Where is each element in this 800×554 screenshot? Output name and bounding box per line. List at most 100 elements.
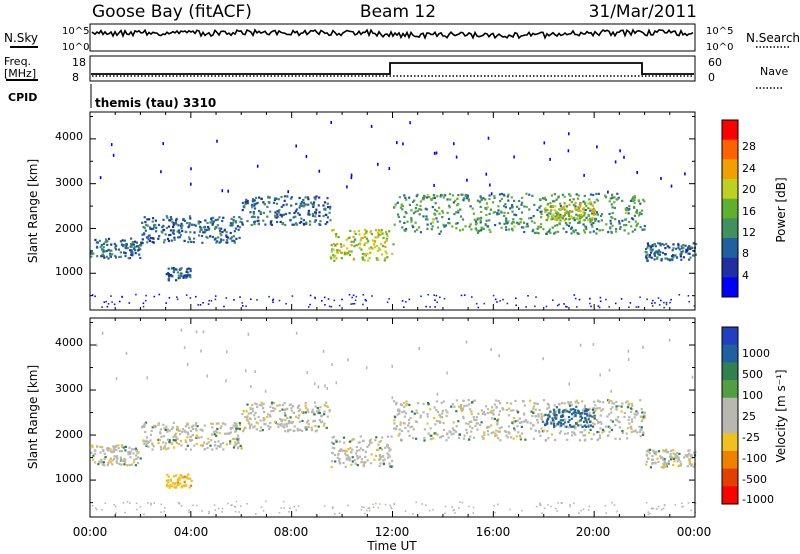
heatmap-cell [620, 405, 623, 408]
heatmap-cell [480, 198, 483, 201]
heatmap-cell [143, 442, 146, 446]
heatmap-cell [353, 230, 356, 233]
heatmap-cell [350, 250, 353, 253]
heatmap-cell [647, 457, 650, 460]
heatmap-cell [397, 434, 400, 437]
heatmap-cell [360, 461, 363, 464]
heatmap-cell [647, 244, 650, 247]
heatmap-cell [311, 203, 314, 206]
heatmap-cell [587, 202, 590, 205]
heatmap-cell [563, 402, 566, 405]
power-cbar-tick-8: 8 [742, 247, 749, 260]
heatmap-cell [418, 208, 421, 211]
heatmap-cell [488, 212, 491, 215]
heatmap-cell [245, 305, 247, 308]
heatmap-cell [307, 410, 310, 413]
heatmap-cell [436, 433, 439, 436]
heatmap-cell [229, 440, 232, 443]
heatmap-cell [439, 230, 443, 233]
heatmap-cell [355, 449, 359, 452]
heatmap-cell [662, 243, 666, 247]
heatmap-cell [630, 402, 634, 406]
heatmap-cell [444, 512, 446, 515]
heatmap-cell [292, 405, 295, 408]
heatmap-cell [197, 222, 200, 225]
heatmap-cell [419, 416, 422, 419]
heatmap-cell [235, 500, 238, 503]
heatmap-cell [680, 251, 683, 254]
heatmap-cell [113, 303, 116, 306]
heatmap-cell [511, 204, 514, 207]
heatmap-cell [380, 456, 383, 459]
heatmap-cell [654, 461, 657, 464]
heatmap-cell [214, 219, 217, 222]
heatmap-cell [321, 300, 323, 302]
heatmap-cell [314, 211, 317, 214]
heatmap-cell [299, 428, 302, 431]
heatmap-cell [575, 405, 578, 408]
heatmap-cell [403, 405, 406, 408]
heatmap-cell [653, 254, 656, 257]
heatmap-cell [409, 121, 411, 125]
heatmap-cell [176, 481, 179, 484]
heatmap-cell [162, 423, 165, 426]
heatmap-cell [176, 296, 178, 298]
heatmap-cell [314, 219, 317, 222]
heatmap-cell [180, 505, 183, 507]
heatmap-cell [91, 446, 94, 449]
heatmap-cell [546, 213, 549, 217]
heatmap-cell [414, 210, 417, 213]
heatmap-cell [189, 217, 192, 220]
heatmap-cell [670, 455, 673, 458]
heatmap-cell [334, 439, 338, 442]
heatmap-cell [197, 220, 200, 223]
heatmap-cell [519, 438, 522, 441]
heatmap-cell [197, 436, 200, 439]
heatmap-cell [457, 211, 460, 214]
heatmap-cell [592, 230, 595, 233]
heatmap-cell [524, 438, 527, 441]
heatmap-cell [274, 211, 277, 214]
heatmap-cell [568, 222, 571, 225]
heatmap-cell [611, 216, 614, 219]
heatmap-cell [485, 213, 488, 217]
heatmap-cell [148, 218, 151, 221]
heatmap-cell [532, 228, 535, 231]
heatmap-cell [665, 257, 668, 260]
heatmap-cell [210, 219, 213, 223]
heatmap-cell [124, 458, 127, 461]
heatmap-cell [473, 418, 476, 421]
heatmap-cell [408, 203, 411, 206]
colorbar-segment [722, 139, 738, 160]
heatmap-cell [585, 421, 589, 424]
heatmap-cell [335, 257, 338, 260]
heatmap-cell [162, 441, 165, 444]
heatmap-cell [185, 276, 188, 279]
heatmap-cell [420, 208, 423, 211]
heatmap-cell [573, 502, 575, 505]
heatmap-cell [590, 223, 593, 226]
heatmap-cell [419, 200, 422, 203]
heatmap-cell [601, 431, 604, 434]
heatmap-cell [102, 250, 105, 253]
heatmap-cell [589, 420, 592, 423]
heatmap-cell [249, 424, 252, 427]
heatmap-cell [576, 232, 579, 235]
heatmap-cell [328, 305, 331, 308]
heatmap-cell [689, 454, 692, 458]
heatmap-cell [251, 410, 254, 413]
heatmap-cell [568, 419, 571, 422]
heatmap-cell [238, 226, 242, 229]
heatmap-cell [170, 274, 173, 277]
heatmap-cell [630, 427, 633, 430]
heatmap-cell [494, 511, 496, 514]
heatmap-cell [579, 423, 582, 427]
heatmap-cell [438, 414, 441, 417]
heatmap-cell [551, 419, 555, 422]
heatmap-cell [145, 436, 149, 439]
heatmap-cell [633, 195, 636, 198]
heatmap-cell [567, 421, 570, 424]
heatmap-cell [186, 475, 189, 478]
heatmap-cell [277, 215, 280, 218]
heatmap-cell [557, 230, 560, 233]
